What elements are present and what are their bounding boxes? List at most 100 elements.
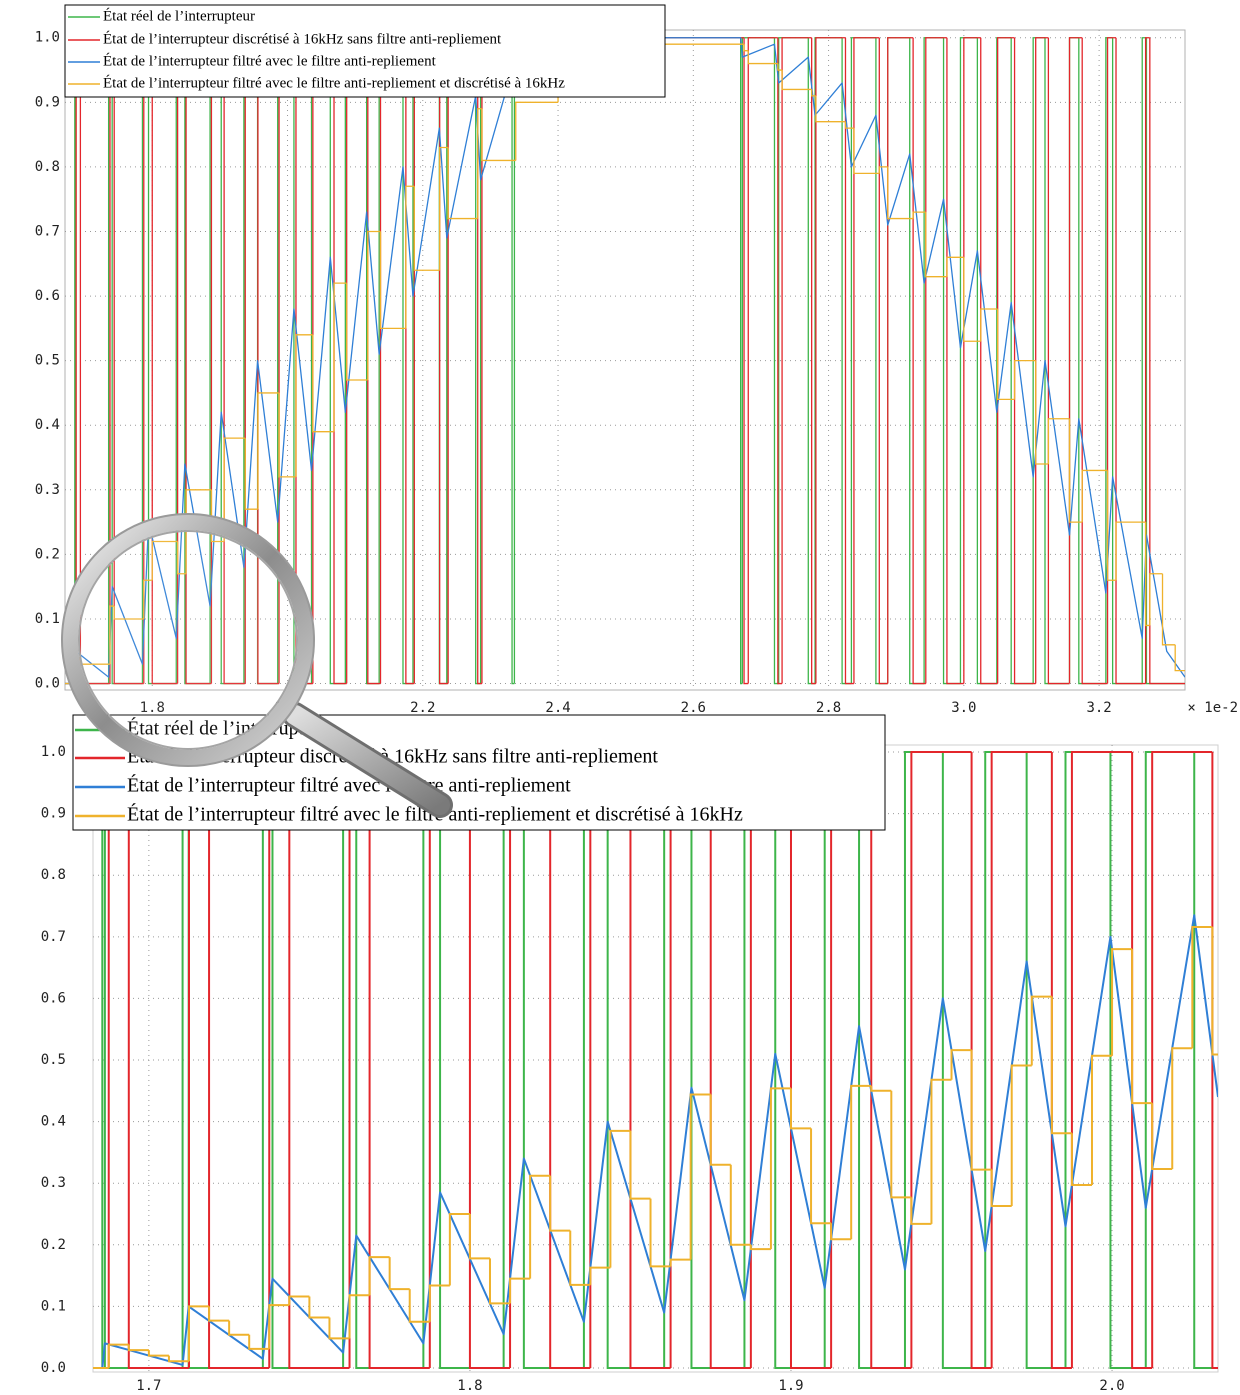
plot-area	[92, 744, 1219, 1373]
y-tick-label: 0.8	[35, 159, 60, 175]
step-segment	[963, 37, 981, 684]
step-segment	[1035, 360, 1049, 465]
legend-box	[72, 714, 886, 831]
x-tick-label: 3.2	[1086, 700, 1111, 716]
step-segment	[878, 37, 888, 685]
step-segment	[481, 108, 516, 162]
step-segment	[295, 334, 313, 477]
step-segment	[589, 1266, 611, 1285]
step-segment	[1111, 948, 1133, 1056]
step-segment	[789, 752, 832, 1369]
chart: 0.0 0.1 0.2 0.3 0.4 0.5 0.6 0.7 0.8 0.9 1.0 1.7 1.8 1…	[41, 714, 1219, 1394]
step-segment	[468, 1214, 490, 1260]
step-segment	[1068, 418, 1083, 523]
step-segment	[729, 1164, 751, 1246]
step-segment	[308, 1296, 330, 1319]
step-segment	[1106, 470, 1117, 581]
step-segment	[749, 1244, 771, 1251]
legend-label: État de l’interrupteur discrétisé à 16kH…	[103, 30, 502, 47]
step-segment	[1050, 752, 1072, 1369]
step-segment	[853, 128, 880, 175]
step-segment	[789, 1088, 812, 1130]
step-segment	[268, 1304, 290, 1349]
step-segment	[980, 308, 998, 342]
step-segment	[811, 37, 816, 685]
legend-label: État de l’interrupteur filtré avec le fi…	[103, 74, 565, 91]
x-tick-label: 3.0	[951, 700, 976, 716]
step-segment	[346, 283, 368, 381]
step-segment	[1115, 521, 1146, 581]
y-tick-label: 0.6	[41, 990, 66, 1006]
step-segment	[890, 1090, 912, 1199]
series	[93, 925, 1218, 1369]
legend: État réel de l’interrupteur État de l’int…	[64, 4, 666, 98]
y-tick-label: 0.5	[41, 1052, 66, 1068]
y-tick-label: 0.7	[41, 929, 66, 945]
step-segment	[1090, 1054, 1113, 1186]
step-segment	[529, 1174, 551, 1279]
step-segment	[509, 1277, 531, 1304]
step-segment	[887, 37, 914, 684]
y-tick-label: 0.0	[41, 1360, 66, 1376]
step-segment	[870, 752, 912, 1369]
y-tick-label: 0.2	[41, 1237, 66, 1253]
step-segment	[781, 70, 812, 91]
step-segment	[278, 392, 296, 478]
step-segment	[830, 1223, 852, 1241]
x-tick-label: 1.8	[457, 1378, 482, 1394]
step-segment	[488, 1258, 511, 1305]
step-segment	[743, 37, 749, 685]
step-segment	[1050, 996, 1072, 1135]
y-tick-label: 0.9	[35, 94, 60, 110]
step-segment	[910, 1197, 932, 1225]
step-segment	[1174, 644, 1185, 672]
step-segment	[1047, 37, 1070, 685]
step-segment	[1149, 37, 1185, 685]
step-segment	[223, 437, 246, 542]
y-tick-label: 0.8	[41, 867, 66, 883]
step-segment	[850, 1084, 872, 1240]
step-segment	[288, 752, 350, 1369]
step-segment	[963, 257, 981, 342]
step-segment	[569, 1230, 591, 1286]
step-segment	[1013, 359, 1036, 400]
y-tick-label: 0.3	[41, 1175, 66, 1191]
legend-label: État de l’interrupteur filtré avec le fi…	[103, 52, 437, 69]
legend-label: État de l’interrupteur filtré avec le fi…	[127, 803, 743, 826]
step-segment	[333, 37, 347, 685]
y-tick-label: 0.4	[35, 417, 60, 433]
step-segment	[1081, 469, 1108, 523]
step-segment	[328, 1317, 350, 1340]
step-segment	[925, 37, 947, 684]
x-tick-label: 2.8	[816, 700, 841, 716]
step-segment	[810, 1128, 832, 1225]
step-segment	[408, 1289, 430, 1323]
x-tick-label: 2.4	[545, 700, 570, 716]
step-segment	[1149, 573, 1163, 626]
step-segment	[970, 752, 992, 1369]
step-segment	[946, 256, 964, 277]
step-segment	[333, 282, 347, 432]
step-segment	[428, 1284, 450, 1322]
step-segment	[348, 1294, 370, 1339]
step-segment	[747, 37, 778, 684]
step-segment	[405, 185, 415, 329]
step-segment	[388, 1257, 410, 1291]
step-segment	[288, 1295, 310, 1306]
y-tick-label: 0.4	[41, 1114, 66, 1130]
step-segment	[413, 186, 440, 271]
step-segment	[1115, 37, 1146, 685]
step-segment	[769, 1087, 791, 1250]
legend-label: État réel de l’interrupteur	[127, 717, 330, 740]
step-segment	[549, 1175, 571, 1232]
x-tick-label: 1.9	[778, 1378, 803, 1394]
x-tick-label: 2.6	[681, 700, 706, 716]
step-segment	[925, 212, 947, 278]
step-segment	[312, 334, 335, 433]
step-segment	[368, 752, 430, 1369]
step-segment	[709, 1094, 731, 1166]
step-segment	[1131, 949, 1153, 1105]
step-segment	[878, 166, 888, 174]
legend-box	[64, 4, 666, 98]
